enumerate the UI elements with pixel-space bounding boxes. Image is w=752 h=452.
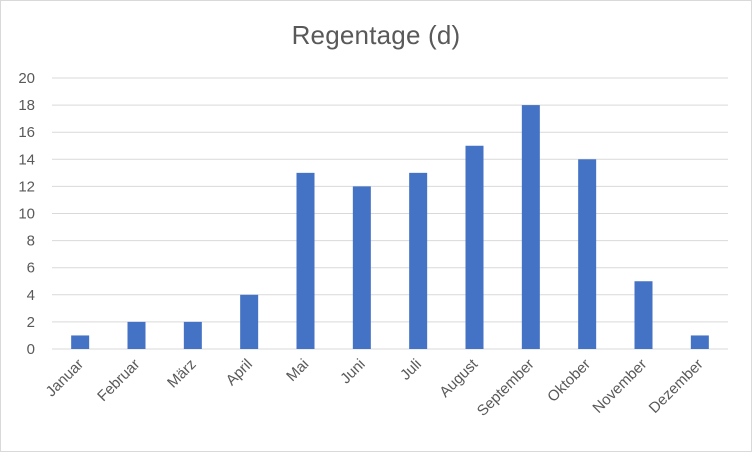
bar-juni xyxy=(352,186,371,349)
y-tick-label: 6 xyxy=(27,260,35,277)
y-tick-label: 18 xyxy=(18,97,35,114)
bar-oktober xyxy=(578,159,597,349)
gridlines xyxy=(52,77,728,350)
bar-juli xyxy=(409,172,428,349)
y-tick-label: 14 xyxy=(18,151,35,168)
x-tick-label: April xyxy=(223,356,256,389)
x-tick-label: Juli xyxy=(397,356,425,384)
x-tick-label: September xyxy=(474,356,538,420)
y-tick-label: 2 xyxy=(27,314,35,331)
x-tick-label: März xyxy=(164,356,200,392)
x-axis-ticks: Januar Februar März April Mai Juni Juli AugustS… xyxy=(43,355,707,419)
x-tick-label: Oktober xyxy=(544,356,594,406)
x-tick-label: Mai xyxy=(283,356,312,385)
x-tick-label: Dezember xyxy=(646,356,707,417)
y-tick-label: 20 xyxy=(18,70,35,87)
x-tick-label: Juni xyxy=(337,356,368,387)
y-tick-label: 16 xyxy=(18,124,35,141)
y-tick-label: 10 xyxy=(18,206,35,223)
x-tick-label: August xyxy=(436,355,482,401)
y-tick-label: 4 xyxy=(27,287,35,304)
x-tick-label: Februar xyxy=(94,356,143,405)
y-axis-ticks: 0 2 4 6 8 10 12 14 16 18 20 xyxy=(18,70,35,358)
bar-september xyxy=(521,105,540,349)
chart-title: Regentage (d) xyxy=(291,20,461,50)
bar-februar xyxy=(127,321,146,349)
y-tick-label: 12 xyxy=(18,178,35,195)
bar-märz xyxy=(183,321,202,349)
x-tick-label: Januar xyxy=(43,356,87,400)
bar-november xyxy=(634,281,653,349)
y-tick-label: 8 xyxy=(27,233,35,250)
bars xyxy=(71,105,709,349)
bar-august xyxy=(465,145,484,349)
x-tick-label: November xyxy=(589,356,650,417)
bar-dezember xyxy=(690,335,709,349)
bar-mai xyxy=(296,172,315,349)
bar-april xyxy=(240,294,259,349)
y-tick-label: 0 xyxy=(27,341,35,358)
bar-januar xyxy=(71,335,90,349)
